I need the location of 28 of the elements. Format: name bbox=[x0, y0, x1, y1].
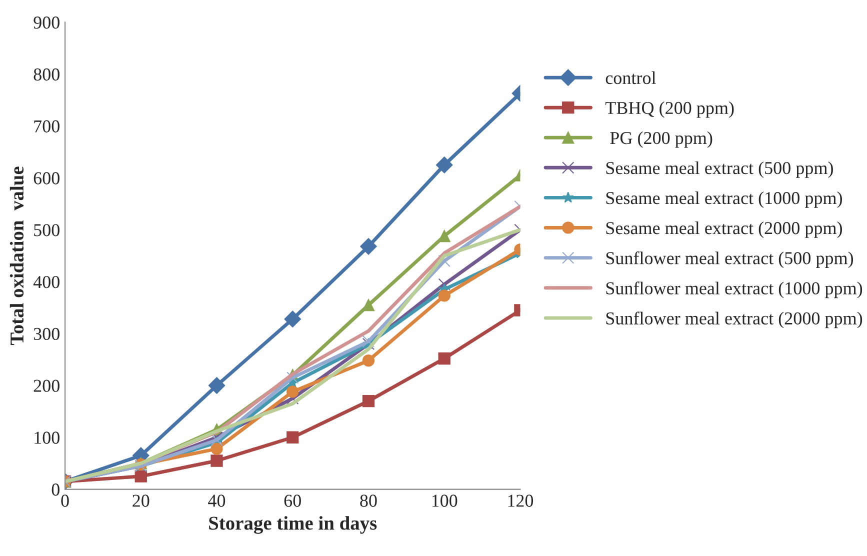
x-tick-label: 60 bbox=[284, 494, 301, 507]
legend-label: TBHQ (200 ppm) bbox=[605, 101, 734, 118]
y-axis-title: Total oxidation value bbox=[10, 166, 24, 346]
legend-label: Sunflower meal extract (500 ppm) bbox=[606, 251, 854, 268]
legend-label: Sunflower meal extract (2000 ppm) bbox=[606, 312, 862, 328]
x-axis-title: Storage time in days bbox=[209, 516, 377, 534]
legend-label: PG (200 ppm) bbox=[610, 131, 712, 148]
y-tick-label: 700 bbox=[34, 120, 60, 132]
x-tick-label: 80 bbox=[360, 494, 377, 507]
y-tick-label: 0 bbox=[52, 484, 60, 496]
legend-label: Sesame meal extract (500 ppm) bbox=[606, 161, 833, 178]
x-tick-label: 0 bbox=[61, 494, 69, 507]
y-tick-label: 100 bbox=[34, 432, 60, 444]
y-tick-label: 300 bbox=[34, 328, 60, 340]
legend-label: Sesame meal extract (1000 ppm) bbox=[606, 191, 842, 208]
y-tick-label: 900 bbox=[34, 16, 60, 29]
legend-label: Sunflower meal extract (1000 ppm) bbox=[606, 282, 862, 298]
y-tick-label: 500 bbox=[34, 224, 60, 236]
y-tick-label: 800 bbox=[34, 68, 60, 81]
x-tick-label: 40 bbox=[208, 494, 226, 507]
x-tick-label: 120 bbox=[508, 494, 534, 507]
legend-label: control bbox=[606, 71, 656, 84]
x-tick-label: 20 bbox=[132, 494, 150, 507]
legend-label: Sesame meal extract (2000 ppm) bbox=[606, 222, 842, 238]
y-tick-label: 400 bbox=[33, 276, 60, 288]
y-tick-label: 200 bbox=[34, 380, 60, 392]
y-tick-label: 600 bbox=[34, 172, 60, 184]
x-tick-label: 100 bbox=[432, 494, 458, 507]
